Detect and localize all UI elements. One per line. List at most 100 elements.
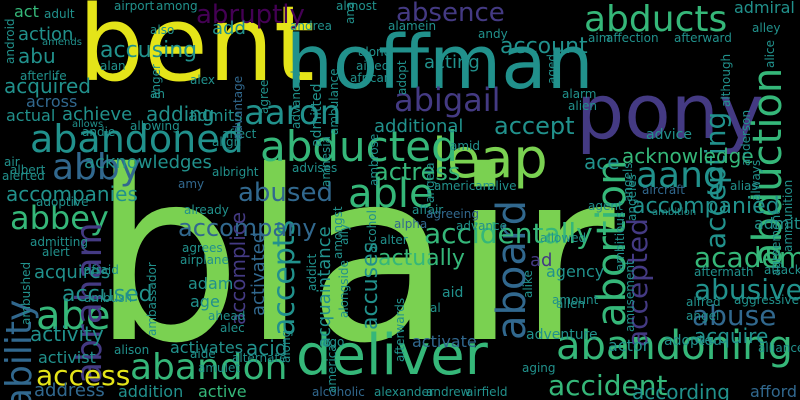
word-abbey: abbey bbox=[10, 199, 109, 237]
word-alan: alan bbox=[100, 59, 126, 73]
word-actress: actress bbox=[374, 158, 461, 186]
word-ahead: ahead bbox=[208, 309, 246, 323]
word-acid: acid bbox=[246, 336, 288, 360]
word-age: age bbox=[190, 292, 220, 311]
word-accused: accused bbox=[62, 282, 153, 307]
word-actor: actor bbox=[608, 336, 650, 355]
word-adopted: adopted bbox=[664, 333, 722, 349]
word-afterward: afterward bbox=[674, 31, 732, 45]
word-airplane: airplane bbox=[180, 253, 229, 267]
word-ambulance: ambulance bbox=[327, 68, 341, 135]
word-afford: afford bbox=[750, 382, 798, 400]
word-accompanies: accompanies bbox=[6, 182, 138, 206]
word-allowing: allowing bbox=[130, 119, 180, 133]
word-abruptly: abruptly bbox=[196, 0, 305, 30]
word-alex: alex bbox=[190, 73, 215, 87]
word-afterlife: afterlife bbox=[20, 69, 67, 83]
word-abu: abu bbox=[18, 44, 56, 68]
word-abused: abused bbox=[238, 178, 333, 208]
word-adam: adam bbox=[188, 274, 234, 293]
word-account: account bbox=[500, 34, 588, 59]
word-abandon: abandon bbox=[130, 347, 288, 388]
word-affair: affair bbox=[412, 203, 444, 217]
word-allowed: allowed bbox=[540, 231, 587, 245]
word-america: america bbox=[325, 344, 339, 393]
word-activate: activate bbox=[412, 332, 477, 351]
word-amusement: amusement bbox=[623, 260, 637, 332]
word-amy: amy bbox=[178, 177, 205, 191]
word-agree: agree bbox=[257, 79, 271, 114]
word-ambush: ambush bbox=[84, 291, 133, 305]
word-anger: anger bbox=[149, 64, 163, 99]
word-activist: activist bbox=[38, 348, 96, 367]
word-anderson: anderson bbox=[739, 109, 753, 166]
word-abducted: abducted bbox=[260, 122, 458, 171]
word-align: align bbox=[212, 135, 242, 149]
word-actually: actually bbox=[378, 246, 465, 271]
word-abe: abe bbox=[36, 293, 111, 339]
word-abusive: abusive bbox=[694, 273, 800, 306]
word-alongside: alongside bbox=[337, 260, 351, 318]
word-active: active bbox=[198, 382, 247, 400]
word-absence: absence bbox=[396, 0, 505, 28]
word-addict: addict bbox=[305, 253, 319, 291]
word-adoptive: adoptive bbox=[36, 195, 89, 209]
word-american: american bbox=[434, 179, 491, 193]
word-accident: accident bbox=[548, 369, 668, 400]
word-african: african bbox=[350, 71, 392, 85]
word-advanced: advanced bbox=[289, 70, 303, 129]
word-albert: albert bbox=[10, 163, 46, 177]
word-afraid: afraid bbox=[84, 263, 119, 277]
word-pony: pony bbox=[576, 67, 764, 156]
word-alone: alone bbox=[358, 45, 392, 59]
word-aang: aang bbox=[636, 155, 726, 196]
word-attack: attack bbox=[764, 263, 800, 277]
word-alison: alison bbox=[114, 343, 150, 357]
word-angeles: angeles bbox=[625, 174, 639, 221]
word-ambassador: ambassador bbox=[145, 262, 159, 336]
word-agreeing: agreeing bbox=[426, 207, 479, 221]
word-amends: amends bbox=[42, 37, 82, 48]
word-accusing: accusing bbox=[100, 38, 198, 63]
word-hoffman: hoffman bbox=[286, 20, 594, 106]
word-advises: advises bbox=[292, 161, 338, 175]
word-address: address bbox=[34, 380, 105, 400]
word-ace: ace bbox=[584, 150, 620, 174]
word-almost: almost bbox=[336, 0, 377, 13]
word-acquire: acquire bbox=[694, 324, 769, 348]
word-abigail: abigail bbox=[394, 81, 501, 119]
word-agrees: agrees bbox=[182, 241, 223, 255]
word-aggressive: aggressive bbox=[734, 293, 799, 307]
word-ambushed: ambushed bbox=[19, 261, 33, 325]
word-air: air bbox=[4, 155, 20, 169]
word-addition: addition bbox=[118, 382, 184, 400]
word-alien: alien bbox=[568, 99, 598, 113]
word-add: add bbox=[212, 18, 246, 39]
word-alliance: alliance bbox=[758, 341, 800, 355]
word-alec: alec bbox=[220, 321, 245, 335]
word-admitting: admitting bbox=[30, 235, 88, 249]
word-amount: amount bbox=[552, 293, 599, 307]
word-andy: andy bbox=[478, 27, 508, 41]
word-affection: affection bbox=[606, 31, 659, 45]
word-always: always bbox=[749, 159, 763, 201]
word-acquires: acquires bbox=[34, 262, 111, 283]
word-among: among bbox=[156, 0, 198, 13]
word-amongst: amongst bbox=[331, 206, 345, 259]
word-access: access bbox=[36, 359, 131, 392]
word-alerted: alerted bbox=[2, 169, 45, 183]
word-aide: aide bbox=[190, 347, 216, 361]
word-bent: bent bbox=[78, 0, 315, 105]
word-alternate: alternate bbox=[232, 351, 287, 365]
word-deliver: deliver bbox=[296, 323, 488, 388]
word-leap: leap bbox=[432, 127, 548, 190]
word-also: also bbox=[150, 23, 175, 37]
word-alfred: alfred bbox=[686, 295, 721, 309]
word-agent: agent bbox=[588, 199, 623, 213]
word-aging: aging bbox=[522, 361, 556, 375]
word-adventure: adventure bbox=[526, 327, 598, 343]
word-allows: allows bbox=[72, 119, 104, 130]
word-activity: activity bbox=[30, 322, 104, 346]
word-admits: admits bbox=[188, 106, 243, 125]
word-alert: alert bbox=[42, 245, 70, 259]
